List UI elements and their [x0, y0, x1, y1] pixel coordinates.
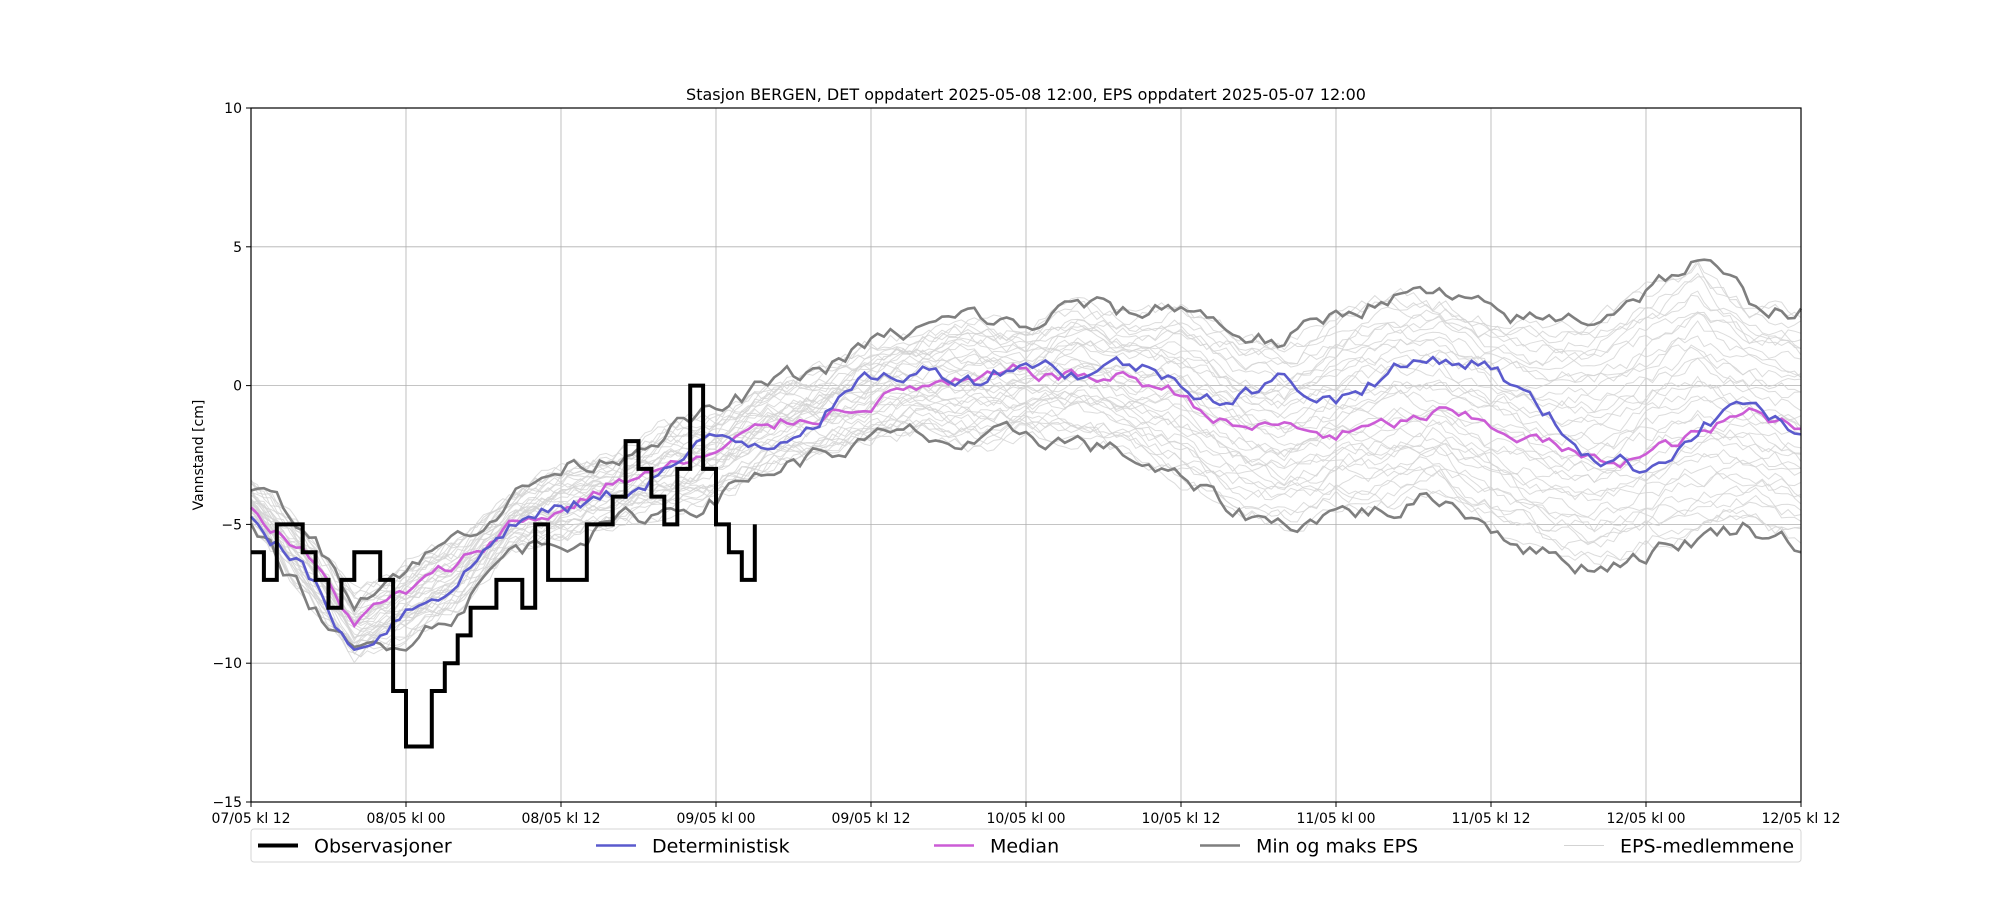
- eps-member-line: [250, 363, 1802, 621]
- legend-label: Median: [990, 836, 1059, 858]
- eps-member-line: [250, 415, 1802, 649]
- eps-member-line: [250, 401, 1802, 649]
- eps-member-line: [250, 354, 1802, 623]
- eps-member-line: [250, 311, 1802, 601]
- grid: [250, 107, 1802, 803]
- legend-label: Min og maks EPS: [1256, 836, 1418, 858]
- eps-member-line: [250, 408, 1802, 651]
- legend: Observasjoner Deterministisk Median Min og …: [250, 828, 1802, 863]
- x-tick-label: 10/05 kl 12: [1141, 811, 1220, 827]
- eps-member-line: [250, 335, 1802, 609]
- y-tick-label: 10: [224, 101, 242, 117]
- y-tick-label: −15: [212, 795, 242, 811]
- y-tick-label: 5: [233, 240, 242, 256]
- observations-line: [251, 383, 757, 749]
- eps-min-line: [249, 420, 1802, 652]
- legend-label: EPS-medlemmene: [1620, 836, 1794, 858]
- eps-member-line: [250, 389, 1802, 642]
- x-tick-label: 11/05 kl 12: [1451, 811, 1530, 827]
- x-tick-label: 10/05 kl 00: [986, 811, 1065, 827]
- chart-title: Stasjon BERGEN, DET oppdatert 2025-05-08…: [686, 85, 1366, 104]
- y-tick-label: −5: [221, 517, 242, 533]
- x-tick-label: 08/05 kl 12: [521, 811, 600, 827]
- x-tick-label: 08/05 kl 00: [366, 811, 445, 827]
- eps-member-line: [250, 320, 1802, 616]
- y-tick-label: −10: [212, 656, 242, 672]
- x-tick-label: 12/05 kl 12: [1761, 811, 1840, 827]
- legend-label: Observasjoner: [314, 836, 452, 858]
- x-tick-label: 09/05 kl 12: [831, 811, 910, 827]
- plot-area: [249, 258, 1803, 749]
- deterministic-line: [250, 355, 1802, 652]
- x-tick-label: 12/05 kl 00: [1606, 811, 1685, 827]
- eps-member-line: [250, 290, 1802, 612]
- x-axis-ticks: 07/05 kl 12 08/05 kl 00 08/05 kl 12 09/05 k…: [211, 802, 1841, 827]
- median-line: [250, 363, 1802, 629]
- x-tick-label: 11/05 kl 00: [1296, 811, 1375, 827]
- eps-member-line: [250, 394, 1802, 632]
- legend-box: [250, 828, 1802, 863]
- eps-member-line: [250, 311, 1802, 616]
- y-axis-ticks: −15 −10 −5 0 5 10: [212, 101, 251, 811]
- legend-label: Deterministisk: [652, 836, 790, 858]
- x-tick-label: 07/05 kl 12: [211, 811, 290, 827]
- eps-max-line: [250, 258, 1803, 613]
- y-tick-label: 0: [233, 379, 242, 395]
- y-axis-label: Vannstand [cm]: [191, 400, 207, 511]
- x-tick-label: 09/05 kl 00: [676, 811, 755, 827]
